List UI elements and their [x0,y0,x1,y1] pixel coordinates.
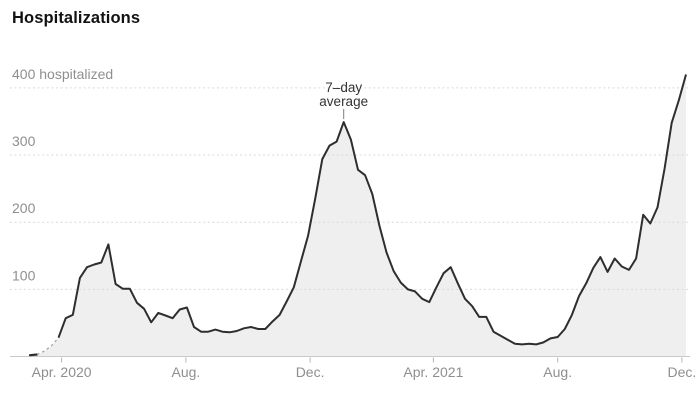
x-axis: Apr. 2020 Aug. Dec. Apr. 2021 Aug. Dec. [10,356,697,380]
y-axis-label: 100 [12,267,36,283]
x-axis-label: Aug. [543,364,572,380]
x-axis-label: Aug. [171,364,200,380]
x-axis-label: Dec. [296,364,325,380]
y-grid: 100 200 300 400 hospitalized [10,66,690,290]
y-axis-label: 300 [12,133,36,149]
trend-line-dashed-intro [36,337,60,356]
annotation-text-line2: average [319,94,368,109]
x-axis-label: Apr. 2020 [32,364,92,380]
trend-line [57,74,687,346]
trend-line-start [28,353,39,357]
chart-title: Hospitalizations [12,9,141,27]
x-axis-label: Dec. [668,364,697,380]
x-axis-label: Apr. 2021 [403,364,463,380]
area-fill [30,74,686,357]
annotation-text-line1: 7–day [325,80,362,95]
y-axis-label: 200 [12,200,36,216]
y-axis-label: 400 hospitalized [12,66,113,82]
